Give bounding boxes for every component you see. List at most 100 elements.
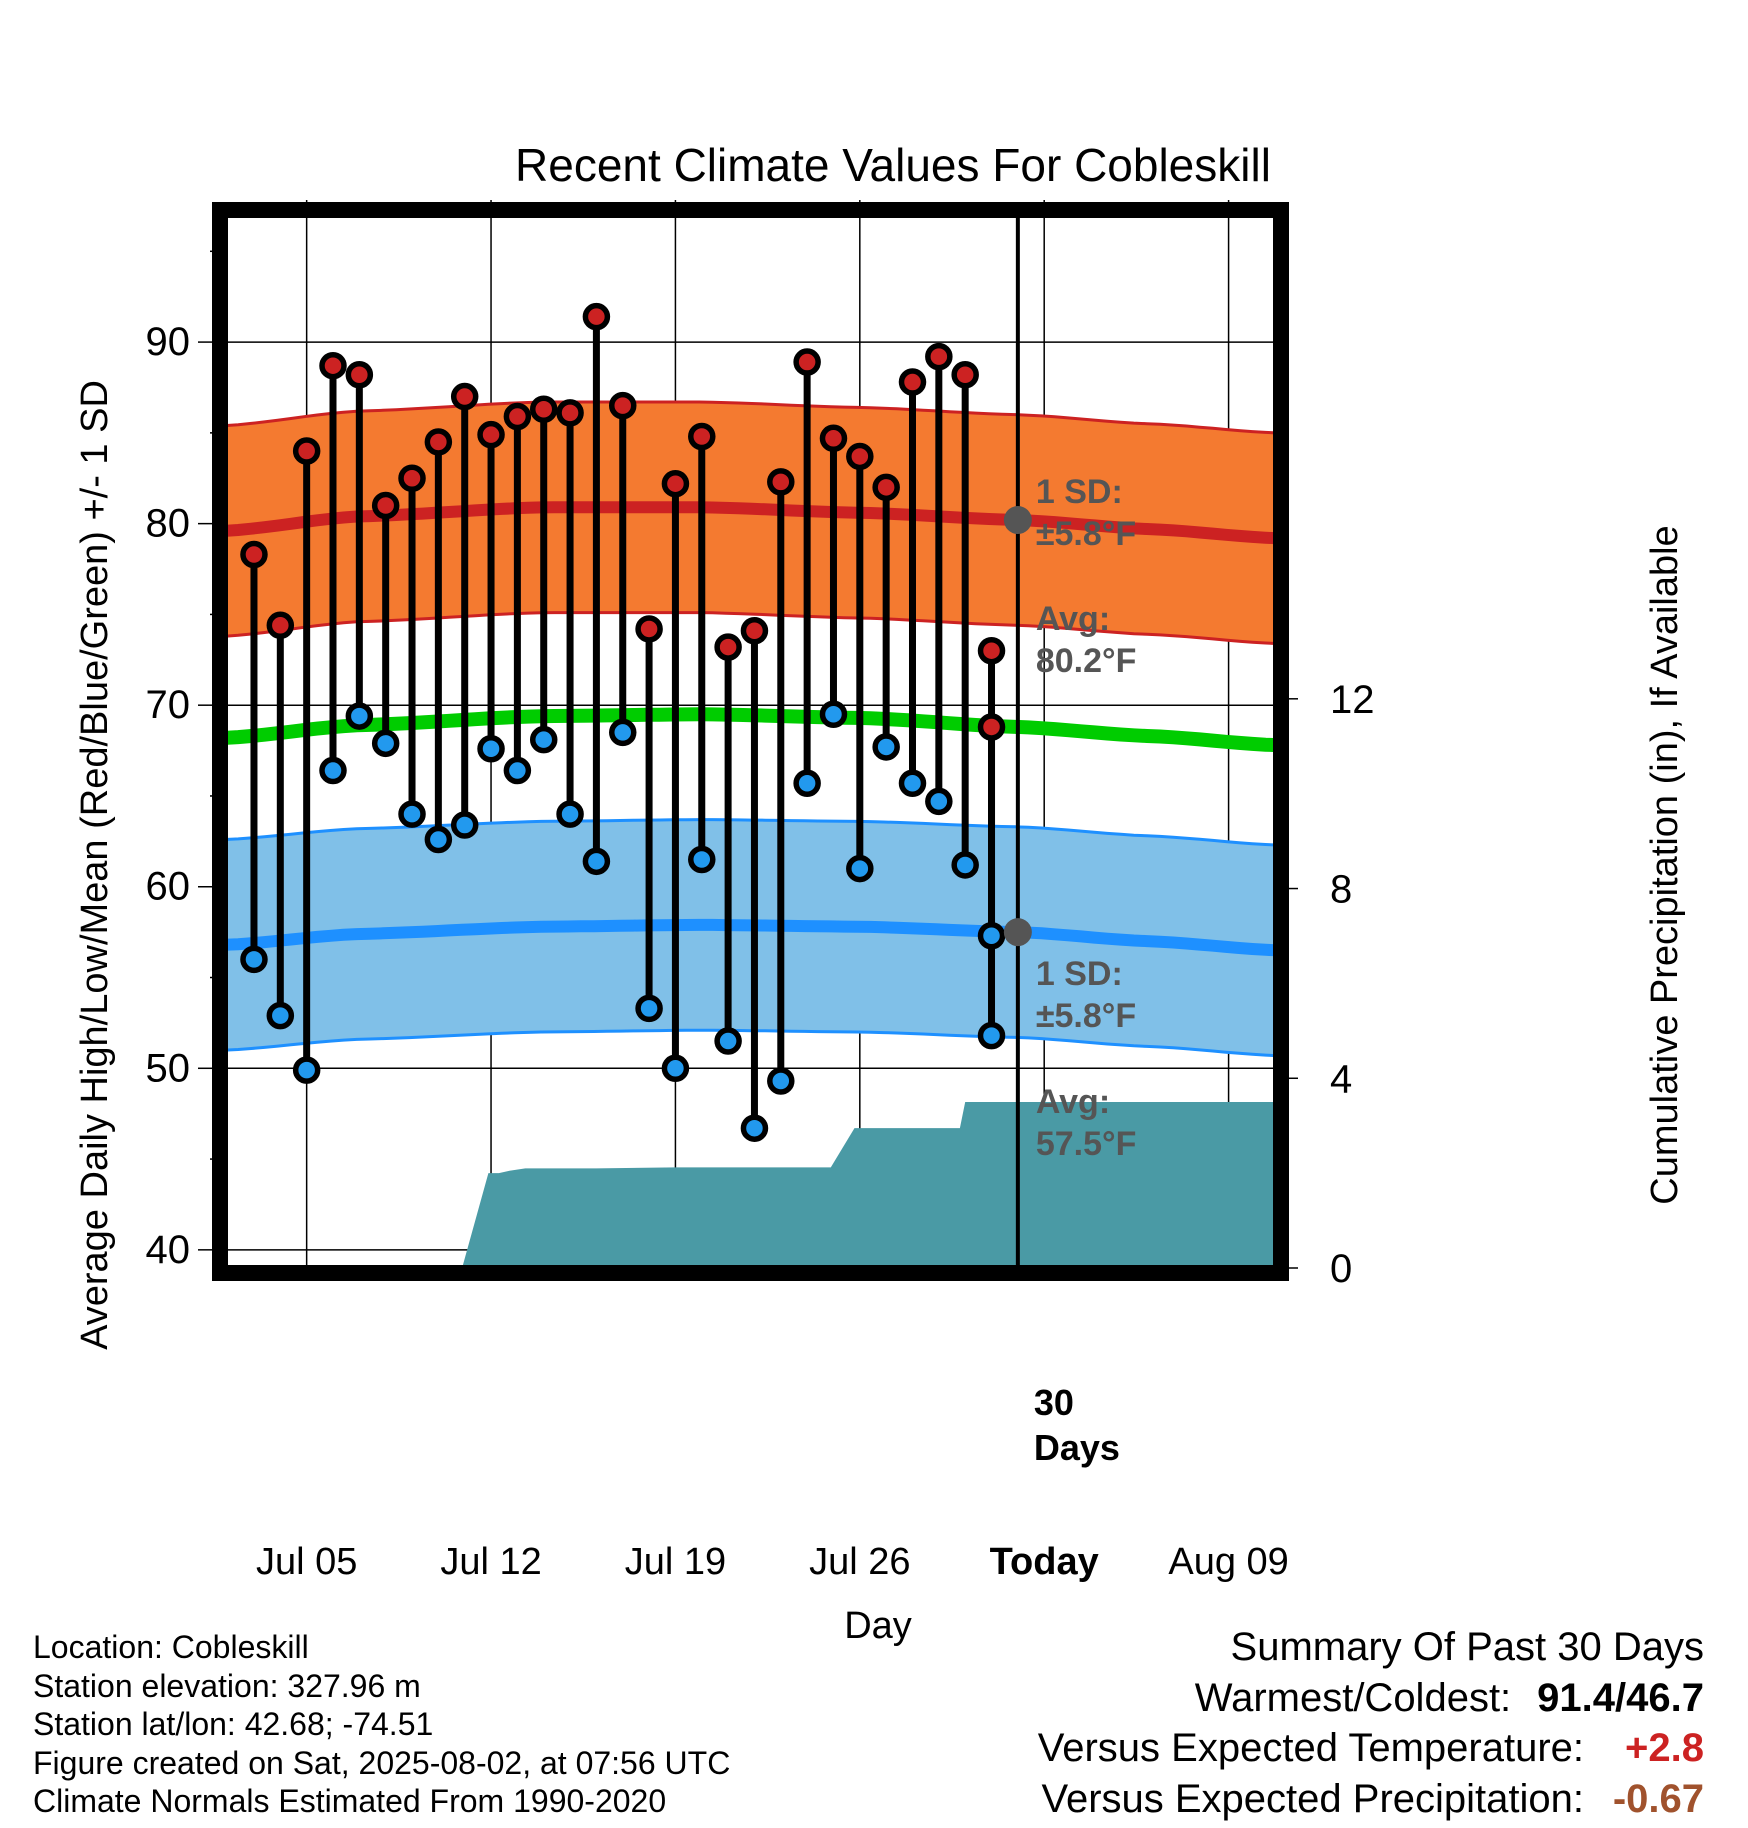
high-point [635, 615, 663, 643]
precip-area [225, 1102, 1276, 1268]
high-point [424, 428, 453, 456]
high-point [793, 348, 821, 376]
high-point [951, 361, 979, 389]
high-sd-upper-line [224, 400, 1277, 435]
high-point [925, 342, 953, 371]
high-point [266, 611, 295, 640]
low-point [714, 1027, 742, 1055]
y-right-tick-label: 12 [1330, 678, 1375, 722]
high-point [450, 382, 479, 411]
high-sd-value: ±5.8°F [1036, 515, 1136, 553]
low-point [819, 700, 848, 729]
low-point [345, 702, 374, 730]
low-point [556, 800, 584, 828]
x-tick-label: Jul 19 [625, 1541, 726, 1583]
low-avg-value: 57.5°F [1036, 1125, 1137, 1163]
low-point [951, 851, 979, 879]
y-tick-label: 60 [146, 865, 191, 909]
high-point [846, 442, 874, 471]
precip-departure-row: Versus Expected Precipitation: -0.67 [1038, 1774, 1704, 1825]
days-count-number: 30 [1034, 1382, 1074, 1423]
high-point [898, 368, 927, 396]
low-point [529, 725, 558, 754]
high-point [608, 391, 637, 420]
plot-frame [212, 202, 1289, 1281]
chart-title: Recent Climate Values For Cobleskill [515, 139, 1271, 191]
x-tick-label: Jul 12 [440, 1541, 541, 1583]
high-point [977, 636, 1006, 665]
high-avg-line [224, 501, 1277, 545]
high-point [661, 469, 690, 498]
elevation-text: Station elevation: 327.96 m [33, 1667, 421, 1704]
high-point [688, 422, 716, 451]
high-point [398, 464, 426, 492]
low-point [661, 1054, 690, 1083]
low-sd-value: ±5.8°F [1036, 997, 1136, 1035]
low-point [608, 718, 637, 747]
high-point [556, 399, 584, 427]
y-right-tick-label: 8 [1330, 868, 1352, 912]
today-high-avg-marker [1003, 506, 1032, 535]
high-point [740, 617, 769, 645]
low-point [977, 922, 1006, 950]
temp-departure-row: Versus Expected Temperature: +2.8 [1038, 1723, 1704, 1774]
x-tick-label: Aug 09 [1168, 1541, 1288, 1583]
low-point [793, 769, 821, 798]
low-point [398, 800, 426, 828]
summary-panel: Summary Of Past 30 Days Warmest/Coldest:… [1038, 1622, 1704, 1824]
low-point [477, 735, 505, 763]
normals-text: Climate Normals Estimated From 1990-2020 [33, 1783, 667, 1819]
location-text: Location: Cobleskill [33, 1629, 309, 1665]
x-tick-label: Today [990, 1541, 1099, 1583]
low-point [872, 733, 900, 761]
precip-departure-value: -0.67 [1612, 1776, 1704, 1821]
temp-departure-label: Versus Expected Temperature: [1037, 1726, 1584, 1770]
low-point [503, 756, 532, 785]
precip-departure-label: Versus Expected Precipitation: [1041, 1776, 1584, 1821]
low-point [846, 854, 874, 883]
high-point [240, 540, 268, 569]
warmest-coldest-label: Warmest/Coldest: [1194, 1675, 1512, 1720]
y-right-tick-label: 4 [1330, 1057, 1352, 1101]
high-point [714, 633, 742, 661]
high-point [345, 361, 374, 389]
low-point [898, 769, 927, 798]
low-sd-band [225, 819, 1276, 1056]
days-count-word: Days [1034, 1427, 1120, 1468]
warmest-coldest-row: Warmest/Coldest: 91.4/46.7 [1038, 1673, 1704, 1724]
high-point [477, 420, 505, 449]
x-tick-label: Jul 26 [809, 1541, 910, 1583]
high-sd-lower-line [224, 611, 1277, 645]
y-tick-label: 50 [146, 1046, 191, 1090]
low-point [266, 1001, 295, 1030]
low-point [292, 1056, 321, 1084]
y-axis-right-label: Cumulative Precipitation (in), If Availa… [1644, 525, 1686, 1204]
low-point [371, 729, 400, 758]
high-avg-label: Avg: [1036, 600, 1110, 638]
today-low-avg-marker [1003, 918, 1032, 947]
high-point [503, 402, 532, 431]
low-point [767, 1067, 795, 1095]
low-point [319, 756, 347, 785]
high-point [319, 351, 347, 380]
x-axis-label: Day [844, 1605, 912, 1647]
x-tick-label: Jul 05 [256, 1541, 357, 1583]
high-point [767, 468, 795, 496]
y-tick-label: 70 [146, 683, 191, 727]
y-right-tick-label: 0 [1330, 1247, 1352, 1291]
low-point [635, 994, 663, 1023]
high-sd-label: 1 SD: [1036, 473, 1123, 511]
low-point [925, 787, 953, 816]
high-point [819, 424, 848, 453]
y-tick-label: 80 [146, 502, 191, 546]
created-text: Figure created on Sat, 2025-08-02, at 07… [33, 1744, 731, 1781]
low-avg-label: Avg: [1036, 1083, 1110, 1121]
low-point [450, 811, 479, 839]
warmest-coldest-value: 91.4/46.7 [1537, 1675, 1704, 1720]
low-point [424, 825, 453, 854]
y-tick-label: 40 [146, 1228, 191, 1272]
high-point [977, 713, 1006, 741]
low-point [582, 847, 611, 876]
high-point [582, 302, 611, 331]
latlon-text: Station lat/lon: 42.68; -74.51 [33, 1706, 434, 1742]
